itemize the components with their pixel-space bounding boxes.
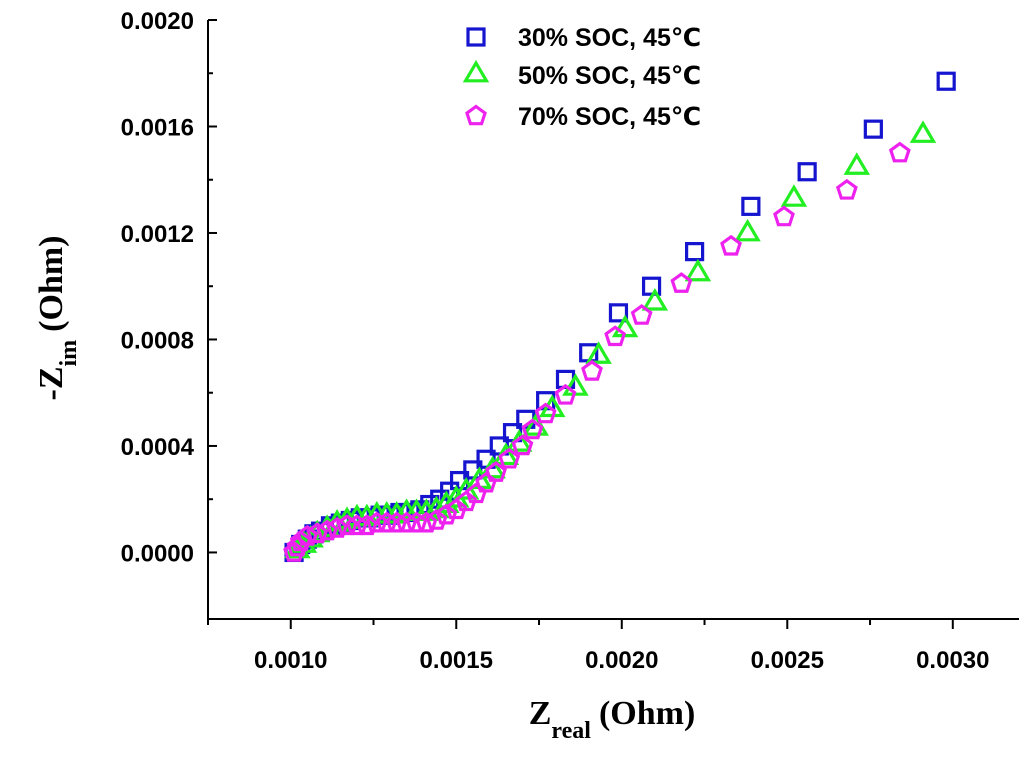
data-point bbox=[445, 498, 468, 520]
y-tick-label: 0.0020 bbox=[121, 8, 194, 35]
y-tick-label: 0.0016 bbox=[121, 114, 194, 141]
series-pentagon bbox=[283, 141, 911, 562]
data-point bbox=[888, 141, 911, 163]
data-point bbox=[435, 503, 458, 525]
data-point bbox=[720, 234, 742, 256]
data-point bbox=[554, 383, 577, 405]
x-tick-label: 0.0030 bbox=[916, 647, 989, 674]
data-point bbox=[415, 511, 438, 533]
data-point bbox=[641, 288, 669, 311]
data-point bbox=[296, 524, 319, 546]
data-point bbox=[534, 402, 557, 424]
legend-marker-triangle bbox=[462, 59, 490, 83]
data-point bbox=[936, 71, 956, 91]
y-tick-label: 0.0012 bbox=[121, 221, 194, 248]
x-tick-label: 0.0025 bbox=[751, 647, 824, 674]
data-point bbox=[395, 511, 418, 533]
data-point bbox=[375, 511, 398, 533]
data-point bbox=[604, 325, 627, 347]
data-point bbox=[346, 514, 368, 536]
data-point bbox=[734, 218, 761, 242]
data-point bbox=[630, 304, 653, 325]
data-point bbox=[670, 272, 693, 293]
data-point bbox=[581, 359, 603, 381]
data-point bbox=[585, 341, 612, 364]
y-axis-title-subscript: im bbox=[56, 340, 82, 367]
data-point bbox=[835, 178, 858, 200]
y-axis-title: -Zim (Ohm) bbox=[33, 236, 82, 401]
legend-label-30-soc: 30% SOC, 45℃ bbox=[518, 24, 701, 52]
data-point bbox=[797, 162, 817, 182]
data-point bbox=[511, 434, 534, 456]
data-point bbox=[780, 184, 808, 207]
legend-marker-square bbox=[466, 27, 486, 47]
x-axis-title: Zreal (Ohm) bbox=[529, 695, 696, 744]
data-point bbox=[684, 258, 712, 282]
data-point bbox=[425, 509, 448, 530]
legend-label-50-soc: 50% SOC, 45℃ bbox=[518, 62, 701, 90]
x-axis-title-subscript: real bbox=[551, 718, 591, 744]
x-axis-ticks: 0.0010 0.0015 0.0020 0.0025 0.0030 bbox=[207, 619, 989, 674]
legend-marker-pentagon bbox=[465, 104, 487, 126]
data-point bbox=[405, 511, 428, 533]
y-tick-label: 0.0000 bbox=[121, 540, 194, 567]
data-point bbox=[365, 511, 388, 533]
data-point bbox=[608, 303, 629, 323]
data-point bbox=[741, 196, 761, 216]
data-point bbox=[336, 514, 358, 536]
data-point bbox=[909, 120, 937, 143]
series-layer bbox=[283, 71, 956, 563]
y-tick-label: 0.0008 bbox=[121, 327, 194, 354]
x-tick-label: 0.0020 bbox=[585, 647, 658, 674]
y-axis-title-prefix: -Z bbox=[33, 367, 70, 401]
x-axis-title-unit: (Ohm) bbox=[599, 695, 695, 732]
y-tick-label: 0.0004 bbox=[121, 434, 195, 461]
data-point bbox=[521, 418, 544, 440]
y-axis-title-unit: (Ohm) bbox=[33, 236, 70, 332]
legend: 30% SOC, 45℃ 50% SOC, 45℃ 70% SOC, 45℃ bbox=[462, 24, 701, 131]
y-axis-ticks: 0.0000 0.0004 0.0008 0.0012 0.0016 0.0020 bbox=[121, 8, 217, 567]
data-point bbox=[326, 517, 349, 538]
data-point bbox=[316, 519, 339, 541]
x-tick-label: 0.0010 bbox=[254, 647, 327, 674]
data-point bbox=[843, 152, 871, 175]
data-point bbox=[455, 490, 478, 512]
x-tick-label: 0.0015 bbox=[420, 647, 493, 674]
legend-label-70-soc: 70% SOC, 45℃ bbox=[518, 103, 701, 131]
x-axis-title-main: Z bbox=[529, 695, 552, 732]
data-point bbox=[306, 522, 329, 544]
data-point bbox=[385, 511, 408, 533]
data-point bbox=[355, 514, 378, 536]
legend-markers bbox=[462, 27, 490, 126]
data-point bbox=[773, 205, 795, 227]
data-point bbox=[684, 242, 705, 262]
data-point bbox=[863, 119, 883, 139]
data-point bbox=[289, 530, 312, 552]
